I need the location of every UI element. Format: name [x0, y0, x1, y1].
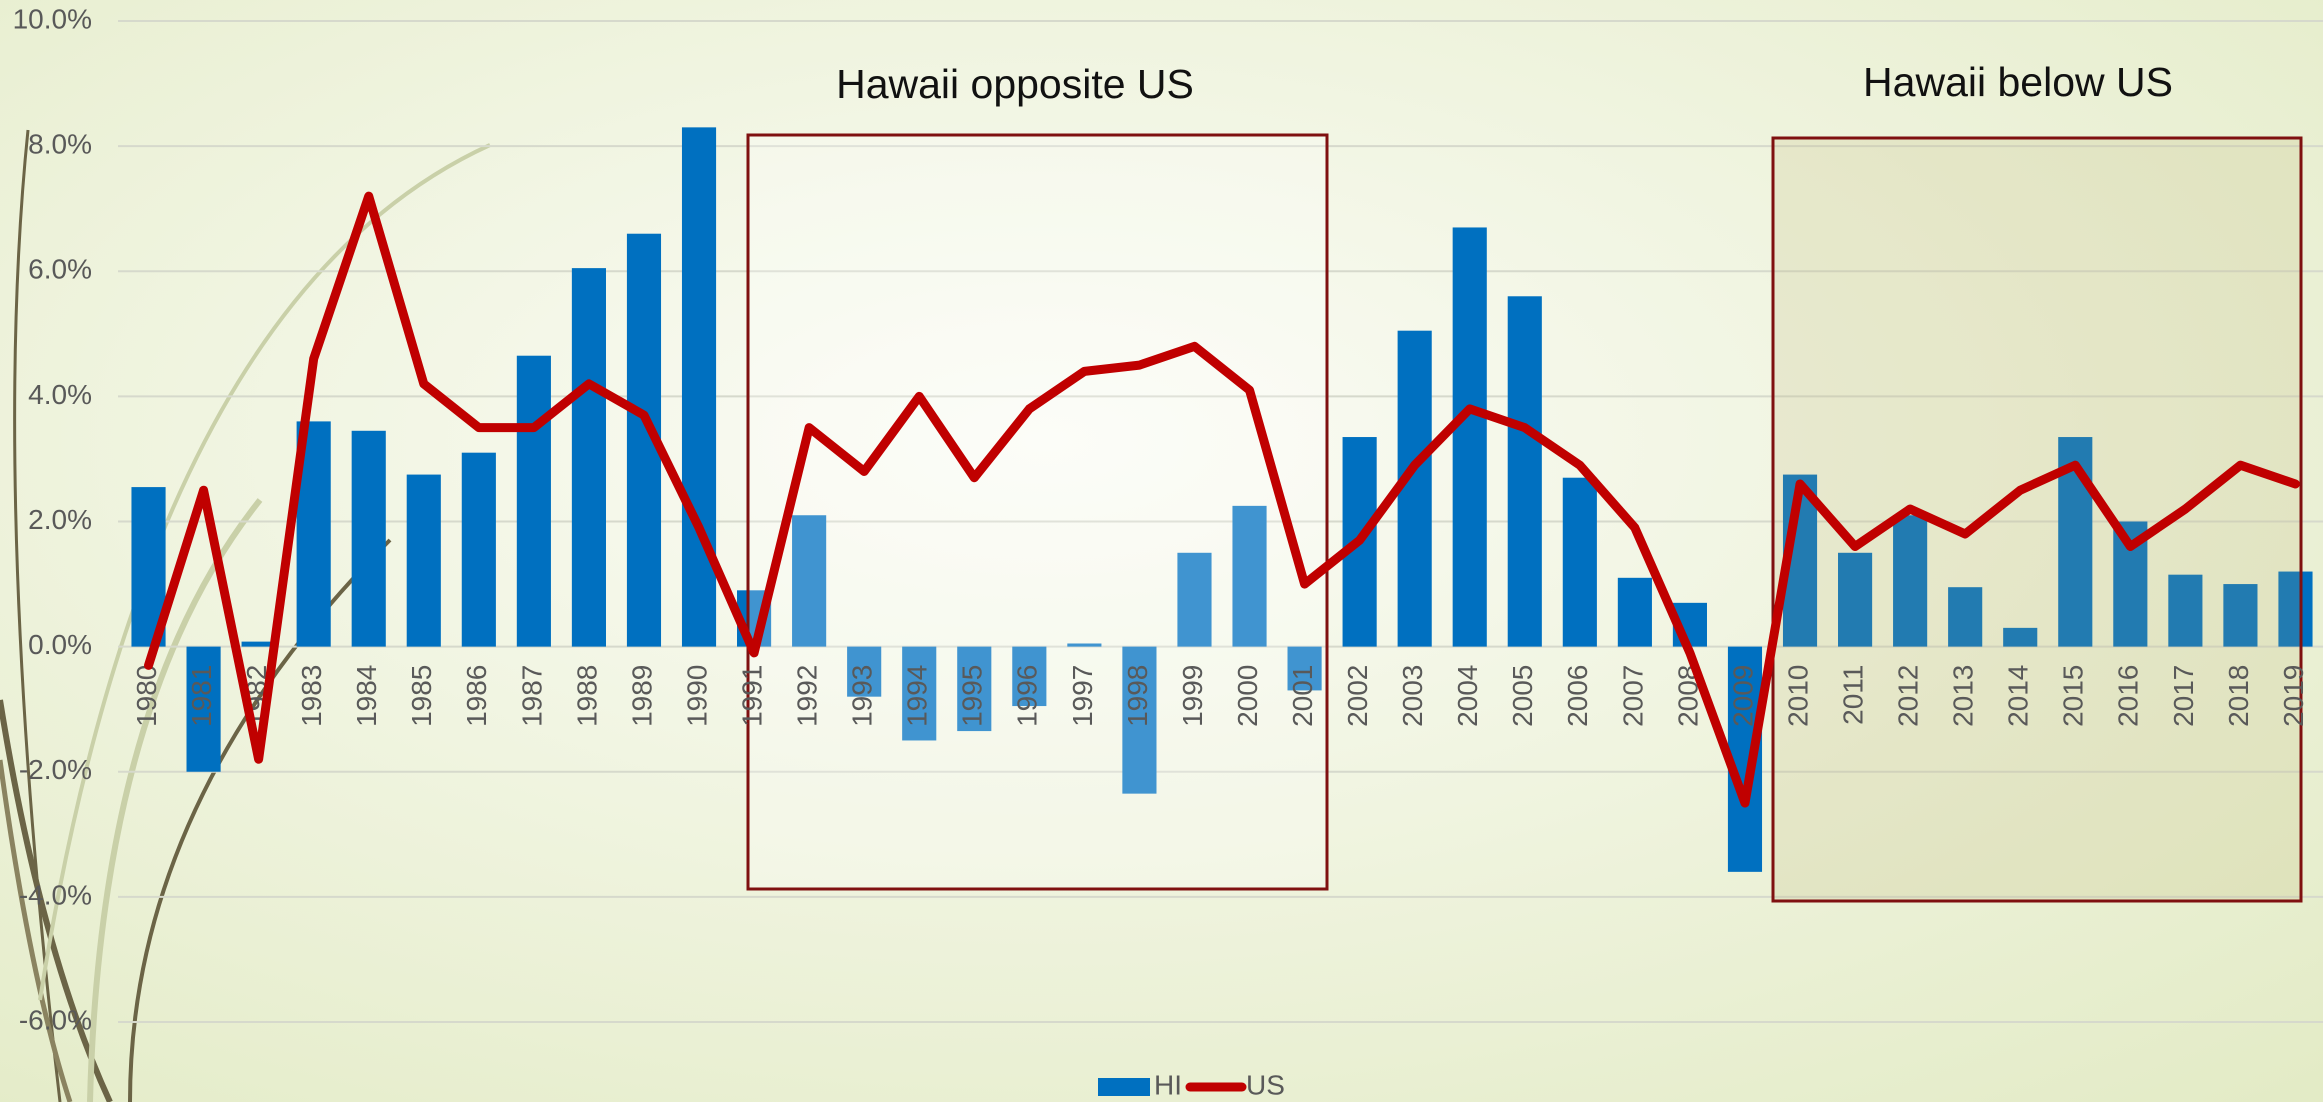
bar — [1508, 296, 1542, 646]
x-tick-label: 1981 — [186, 665, 217, 727]
x-tick-label: 1988 — [571, 665, 602, 727]
x-tick-label: 1987 — [516, 665, 547, 727]
x-tick-label: 2016 — [2113, 665, 2144, 727]
y-tick-label: -6.0% — [19, 1004, 92, 1035]
bar — [1453, 227, 1487, 646]
x-tick-label: 2004 — [1452, 665, 1483, 727]
x-tick-label: 2011 — [1837, 665, 1868, 725]
bar — [517, 356, 551, 647]
x-tick-label: 1983 — [296, 665, 327, 727]
annotation-box — [1773, 138, 2301, 901]
bar — [462, 453, 496, 647]
x-tick-label: 1986 — [461, 665, 492, 727]
x-tick-label: 1980 — [131, 665, 162, 727]
x-tick-label: 2012 — [1893, 665, 1924, 727]
x-tick-label: 1989 — [626, 665, 657, 727]
x-tick-label: 2003 — [1397, 665, 1428, 727]
annotation-box — [748, 135, 1327, 889]
x-tick-label: 1997 — [1067, 665, 1098, 727]
x-tick-label: 2005 — [1507, 665, 1538, 727]
x-tick-label: 2001 — [1287, 665, 1318, 727]
x-tick-label: 2002 — [1342, 665, 1373, 727]
x-tick-label: 1994 — [902, 665, 933, 727]
y-tick-label: 10.0% — [13, 3, 92, 34]
legend-label: US — [1246, 1069, 1285, 1100]
legend-label: HI — [1154, 1069, 1182, 1100]
x-tick-label: 2019 — [2278, 665, 2309, 727]
x-tick-label: 2009 — [1727, 665, 1758, 727]
y-tick-label: 8.0% — [28, 129, 92, 160]
bar — [407, 475, 441, 647]
x-tick-label: 2010 — [1782, 665, 1813, 727]
x-tick-label: 2017 — [2168, 665, 2199, 727]
x-tick-label: 2007 — [1617, 665, 1648, 727]
x-tick-label: 1985 — [406, 665, 437, 727]
x-tick-label: 1998 — [1122, 665, 1153, 727]
x-tick-label: 1999 — [1177, 665, 1208, 727]
x-tick-label: 1990 — [681, 665, 712, 727]
x-tick-label: 1991 — [736, 665, 767, 727]
x-tick-label: 2000 — [1232, 665, 1263, 727]
y-tick-label: 4.0% — [28, 379, 92, 410]
x-tick-label: 1993 — [847, 665, 878, 727]
bar — [352, 431, 386, 647]
y-tick-label: -2.0% — [19, 754, 92, 785]
bar — [572, 268, 606, 647]
chart: Hawaii opposite US Hawaii below US -6.0%… — [0, 0, 2323, 1102]
x-tick-label: 2014 — [2003, 665, 2034, 727]
annotation: Hawaii below US — [1863, 59, 2173, 105]
legend-swatch — [1098, 1078, 1150, 1096]
y-tick-label: -4.0% — [19, 879, 92, 910]
x-tick-label: 1995 — [957, 665, 988, 727]
x-tick-label: 1992 — [792, 665, 823, 727]
bar — [1563, 478, 1597, 647]
bar — [1618, 578, 1652, 647]
x-tick-label: 2015 — [2058, 665, 2089, 727]
x-tick-label: 1996 — [1012, 665, 1043, 727]
x-tick-label: 2018 — [2223, 665, 2254, 727]
y-tick-label: 2.0% — [28, 504, 92, 535]
x-tick-label: 2013 — [1948, 665, 1979, 727]
y-tick-label: 0.0% — [28, 629, 92, 660]
annotation: Hawaii opposite US — [836, 61, 1194, 107]
x-tick-label: 2006 — [1562, 665, 1593, 727]
bar — [682, 127, 716, 646]
x-tick-label: 1984 — [351, 665, 382, 727]
y-tick-label: 6.0% — [28, 254, 92, 285]
